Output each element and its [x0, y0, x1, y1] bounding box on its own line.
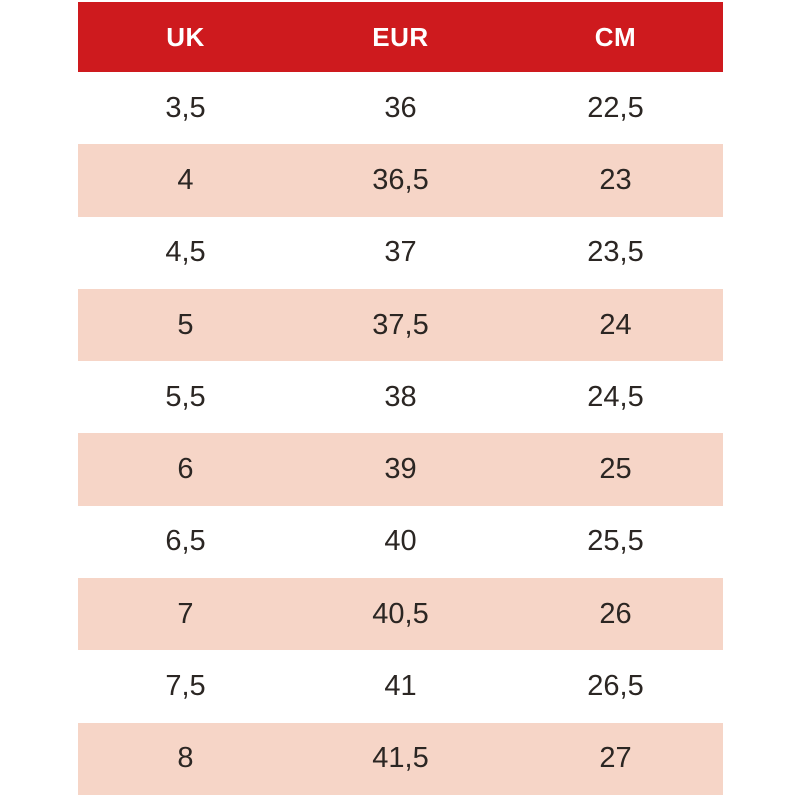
table-body: 3,5 36 22,5 4 36,5 23 4,5 37 23,5 5 37,5 24 5,5 38 24,… [78, 72, 723, 795]
size-value-cell: 36,5 [372, 163, 429, 196]
table-row: 4 36,5 23 [78, 144, 723, 217]
size-value-cell: 41 [384, 670, 417, 703]
size-value-cell: 7 [177, 597, 194, 630]
size-conversion-table: UK EUR CM 3,5 36 22,5 4 36,5 23 4,5 37 23,5 5 37,5 24… [78, 2, 723, 795]
size-value-cell: 6 [177, 453, 194, 486]
table-row: 4,5 37 23,5 [78, 216, 723, 289]
table-row: 7,5 41 26,5 [78, 650, 723, 723]
size-value-cell: 3,5 [165, 91, 206, 124]
size-value-cell: 6,5 [165, 525, 206, 558]
size-value-cell: 7,5 [165, 670, 206, 703]
table-row: 7 40,5 26 [78, 578, 723, 651]
size-value-cell: 23 [599, 163, 632, 196]
size-value-cell: 38 [384, 380, 417, 413]
size-value-cell: 4 [177, 163, 194, 196]
size-value-cell: 37 [384, 236, 417, 269]
size-value-cell: 8 [177, 742, 194, 775]
table-header-row: UK EUR CM [78, 2, 723, 72]
size-value-cell: 4,5 [165, 236, 206, 269]
size-value-cell: 36 [384, 91, 417, 124]
size-value-cell: 5 [177, 308, 194, 341]
size-value-cell: 40 [384, 525, 417, 558]
size-value-cell: 39 [384, 453, 417, 486]
size-value-cell: 26 [599, 597, 632, 630]
size-value-cell: 40,5 [372, 597, 429, 630]
size-value-cell: 41,5 [372, 742, 429, 775]
column-header: UK [166, 21, 205, 52]
size-value-cell: 25 [599, 453, 632, 486]
size-value-cell: 26,5 [587, 670, 644, 703]
size-value-cell: 37,5 [372, 308, 429, 341]
size-value-cell: 23,5 [587, 236, 644, 269]
size-value-cell: 22,5 [587, 91, 644, 124]
size-value-cell: 24,5 [587, 380, 644, 413]
table-row: 8 41,5 27 [78, 722, 723, 795]
size-value-cell: 5,5 [165, 380, 206, 413]
table-row: 5 37,5 24 [78, 288, 723, 362]
table-row: 5,5 38 24,5 [78, 361, 723, 434]
table-row: 3,5 36 22,5 [78, 72, 723, 145]
column-header: EUR [372, 21, 429, 52]
size-value-cell: 25,5 [587, 525, 644, 558]
column-header: CM [594, 21, 637, 52]
table-row: 6 39 25 [78, 433, 723, 506]
table-row: 6,5 40 25,5 [78, 505, 723, 579]
size-value-cell: 24 [599, 308, 632, 341]
size-value-cell: 27 [599, 742, 632, 775]
